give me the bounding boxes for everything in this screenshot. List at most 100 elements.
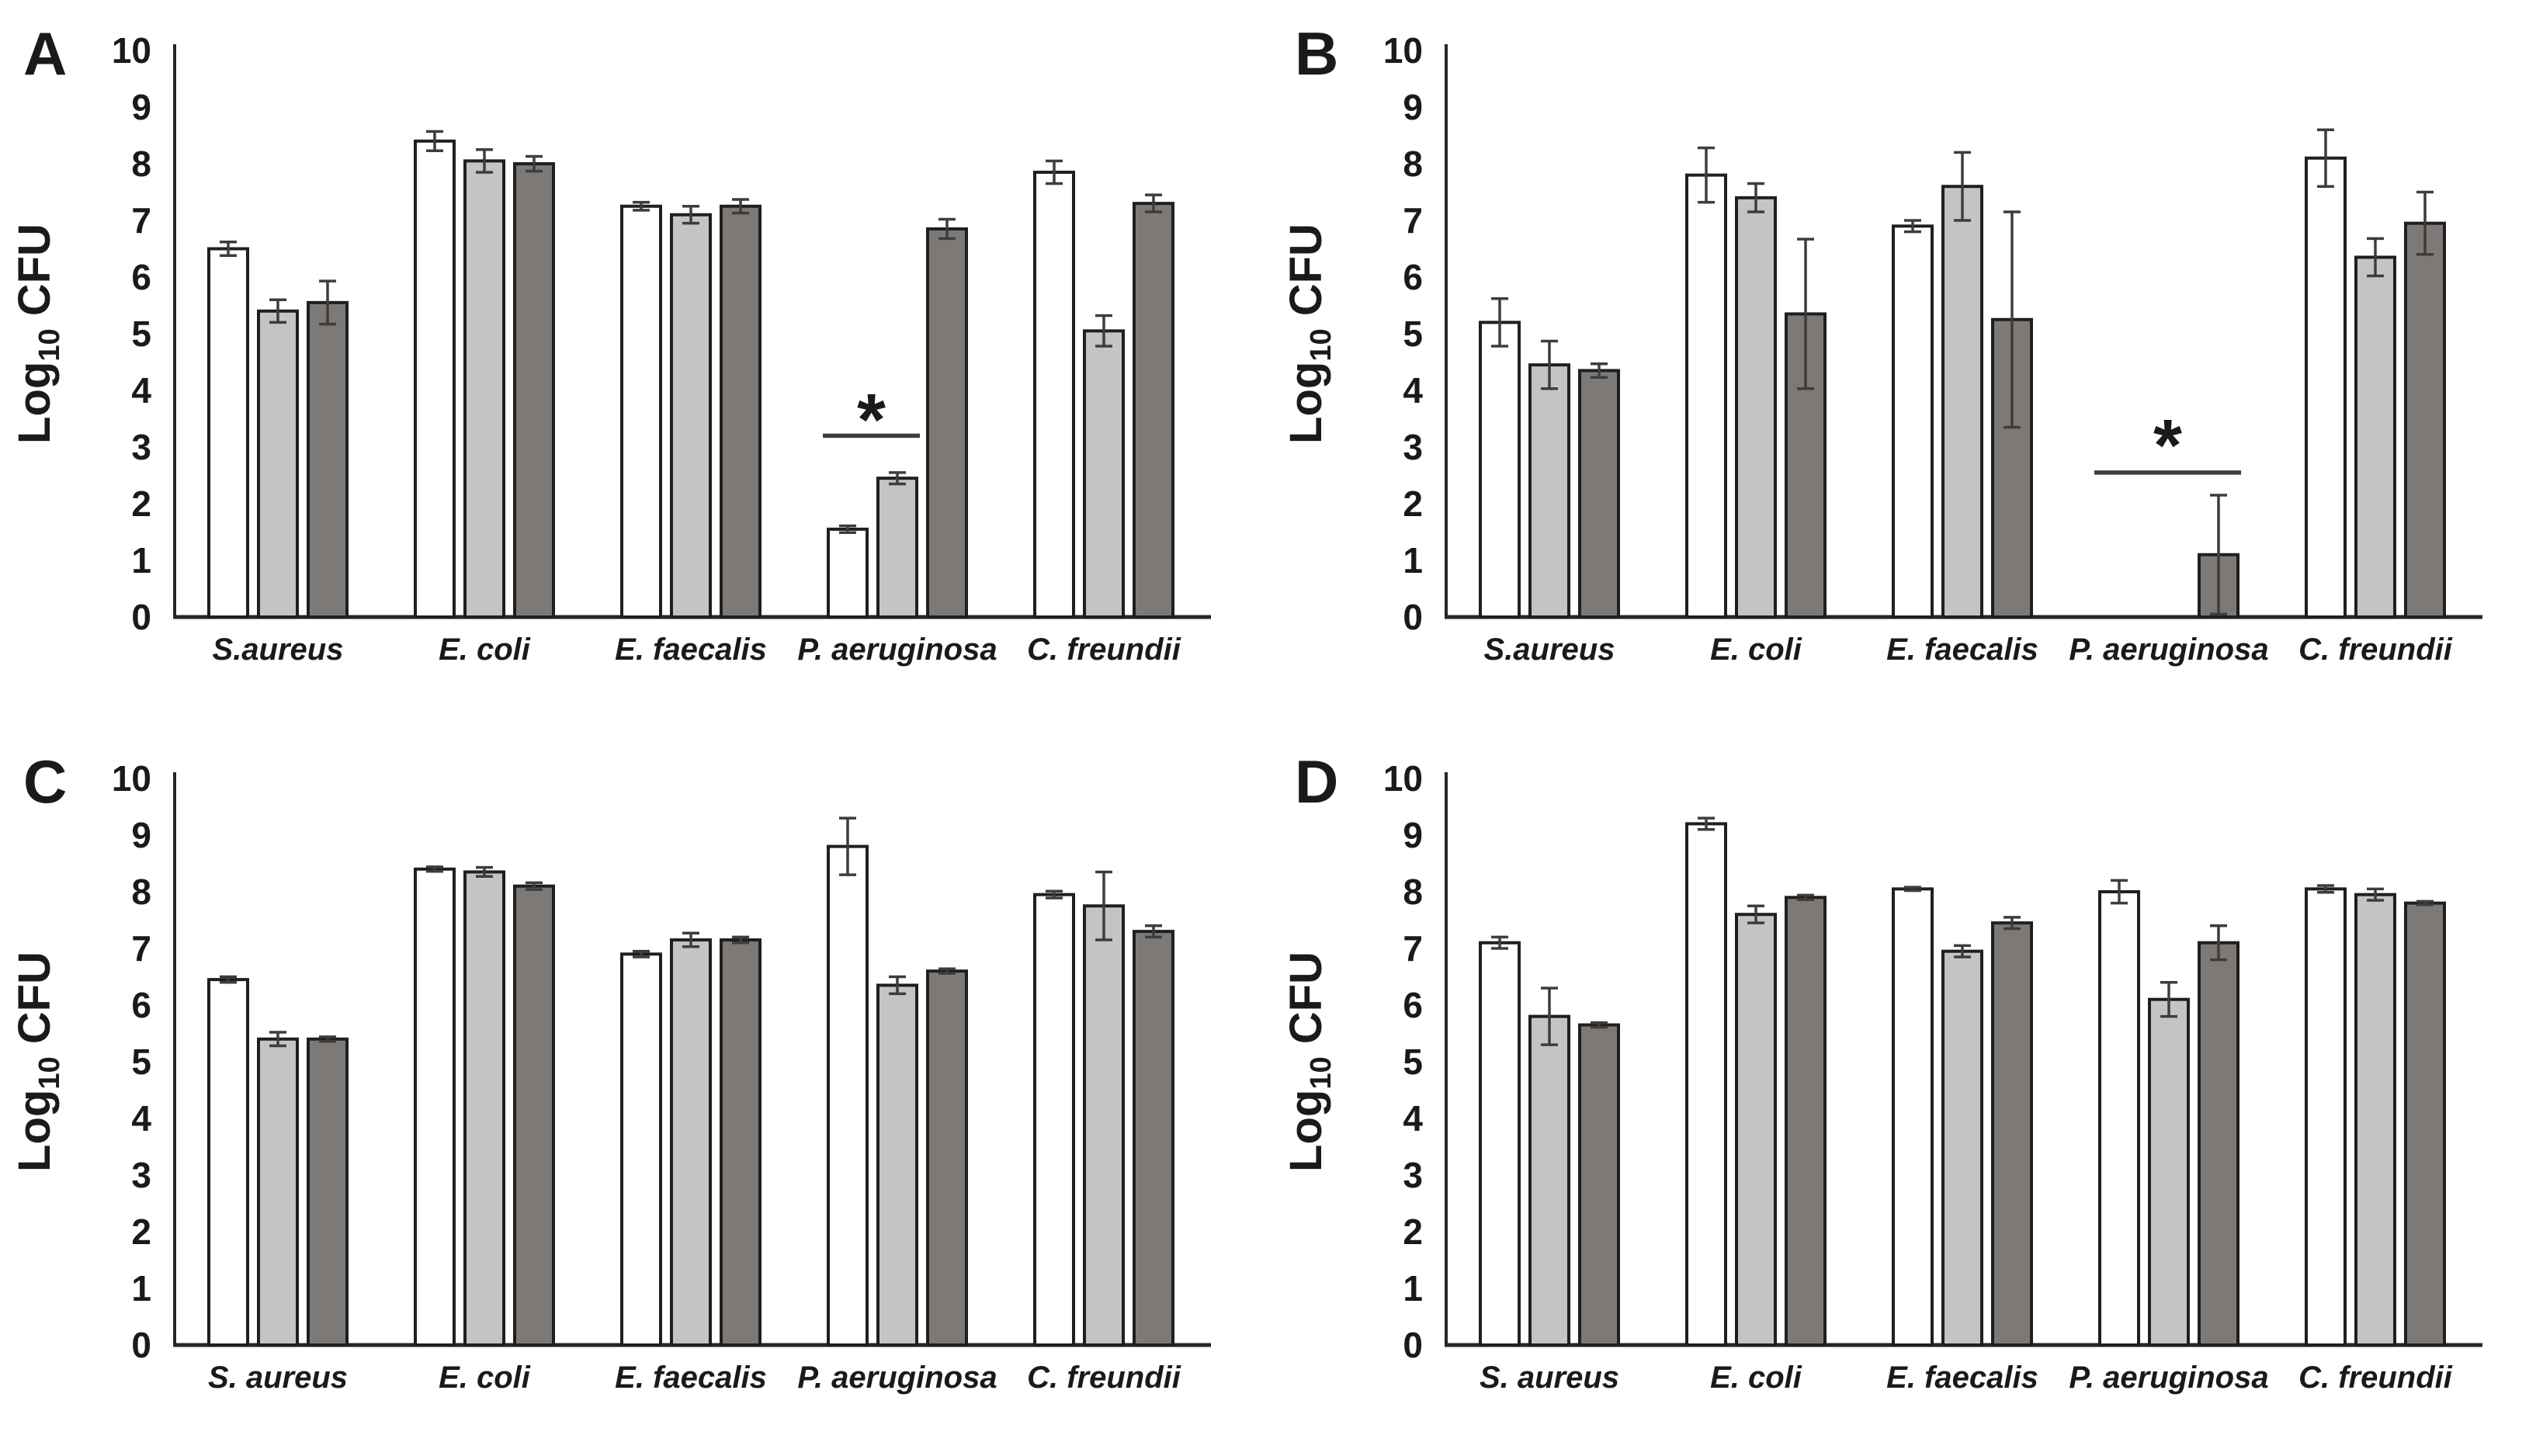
x-category-label: C. freundii [2298,1361,2453,1395]
bar-light-gray [463,159,505,619]
bar-light-gray [876,477,918,619]
bar-white [2098,890,2140,1347]
y-tick-label: 1 [1403,1268,1423,1309]
y-tick-label: 2 [131,1212,151,1252]
bar-dark-gray [1578,1023,1620,1347]
bar-light-gray [670,213,712,619]
panel-b: B Log10 CFU 0 1 2 3 4 5 6 7 8 9 10 S.aureus E. coli E. … [1272,0,2543,728]
x-category-label: C. freundii [1027,633,1181,667]
y-tick-label: 4 [131,1098,151,1139]
y-tick-label: 4 [131,370,151,411]
bar-dark-gray [1133,202,1174,619]
bar-white [207,978,249,1347]
bar-white [1685,173,1727,619]
y-tick-label: 7 [1403,200,1423,241]
bar-white [1892,887,1934,1347]
bar-white [1033,893,1075,1347]
bar-dark-gray [2404,901,2446,1347]
y-tick-label: 7 [131,928,151,969]
x-category-label: E. faecalis [1886,1361,2038,1395]
y-axis-title: Log10 CFU [9,224,66,444]
bar-light-gray [1941,185,1983,619]
x-category-label: S.aureus [213,633,344,667]
panel-b-chart: B Log10 CFU 0 1 2 3 4 5 6 7 8 9 10 S.aureus E. coli E. … [1281,19,2482,667]
x-category-label: E. faecalis [615,1361,767,1395]
bar-dark-gray [720,938,762,1347]
y-tick-label: 4 [1403,1098,1423,1139]
y-tick-label: 2 [131,484,151,524]
bar-light-gray [1941,949,1983,1347]
y-tick-label: 3 [1403,1155,1423,1195]
x-category-label: P. aeruginosa [797,1361,997,1395]
y-tick-label: 10 [112,758,151,799]
y-tick-label: 5 [131,314,151,354]
panel-d-chart: D Log10 CFU 0 1 2 3 4 5 6 7 8 9 10 S. aureus E. coli E.… [1281,747,2482,1395]
x-category-label: E. coli [1710,633,1802,667]
bar-white [827,527,869,619]
y-tick-label: 9 [1403,815,1423,855]
bar-dark-gray [307,1037,349,1347]
y-tick-label: 5 [131,1042,151,1082]
bar-white [827,844,869,1347]
bar-light-gray [670,938,712,1347]
y-tick-label: 6 [131,985,151,1025]
bar-light-gray [876,983,918,1347]
panel-d: D Log10 CFU 0 1 2 3 4 5 6 7 8 9 10 S. aureus E. coli E.… [1272,728,2543,1456]
y-tick-label: 6 [1403,985,1423,1025]
y-tick-label: 6 [131,257,151,297]
x-category-label: P. aeruginosa [797,633,997,667]
bar-light-gray [1083,904,1125,1347]
y-tick-label: 8 [131,144,151,184]
x-category-label: E. coli [1710,1361,1802,1395]
bar-white [1479,941,1521,1347]
panel-letter: D [1295,747,1338,816]
panel-letter: A [23,19,67,88]
x-category-label: P. aeruginosa [2069,633,2268,667]
bar-light-gray [1735,196,1777,619]
y-tick-label: 9 [131,815,151,855]
bar-white [620,204,662,619]
bar-white [1033,170,1075,619]
bar-white [2305,887,2347,1347]
y-tick-label: 3 [1403,427,1423,467]
bar-dark-gray [2404,221,2446,619]
y-tick-label: 0 [1403,1325,1423,1365]
bar-white [414,867,456,1347]
bar-dark-gray [1785,896,1827,1347]
y-tick-label: 5 [1403,1042,1423,1082]
y-tick-label: 10 [112,30,151,71]
y-tick-label: 0 [131,1325,151,1365]
panel-c: C Log10 CFU 0 1 2 3 4 5 6 7 8 9 10 S. aureus E. coli E.… [0,728,1272,1456]
bar-dark-gray [1578,369,1620,619]
bar-light-gray [1528,1014,1570,1347]
y-tick-label: 2 [1403,484,1423,524]
bar-white [207,247,249,619]
y-tick-label: 1 [131,540,151,581]
x-category-label: E. faecalis [1886,633,2038,667]
y-tick-label: 3 [131,427,151,467]
panel-letter: B [1295,19,1338,88]
y-tick-label: 10 [1383,758,1423,799]
y-tick-label: 2 [1403,1212,1423,1252]
bar-white [1892,224,1934,619]
x-category-label: C. freundii [1027,1361,1181,1395]
bar-white [620,952,662,1347]
bar-light-gray [463,870,505,1347]
y-axis-title: Log10 CFU [9,952,66,1172]
y-tick-label: 1 [1403,540,1423,581]
y-tick-label: 9 [1403,87,1423,127]
y-tick-label: 1 [131,1268,151,1309]
y-tick-label: 7 [1403,928,1423,969]
y-axis-title: Log10 CFU [1281,952,1337,1172]
bar-light-gray [2148,997,2190,1347]
bar-white [414,139,456,619]
y-tick-label: 10 [1383,30,1423,71]
y-tick-label: 0 [1403,597,1423,637]
x-category-label: S.aureus [1484,633,1615,667]
y-tick-label: 0 [131,597,151,637]
x-category-label: E. faecalis [615,633,767,667]
bar-light-gray [1735,913,1777,1347]
y-tick-label: 4 [1403,370,1423,411]
y-axis-title: Log10 CFU [1281,224,1337,444]
x-category-label: P. aeruginosa [2069,1361,2268,1395]
